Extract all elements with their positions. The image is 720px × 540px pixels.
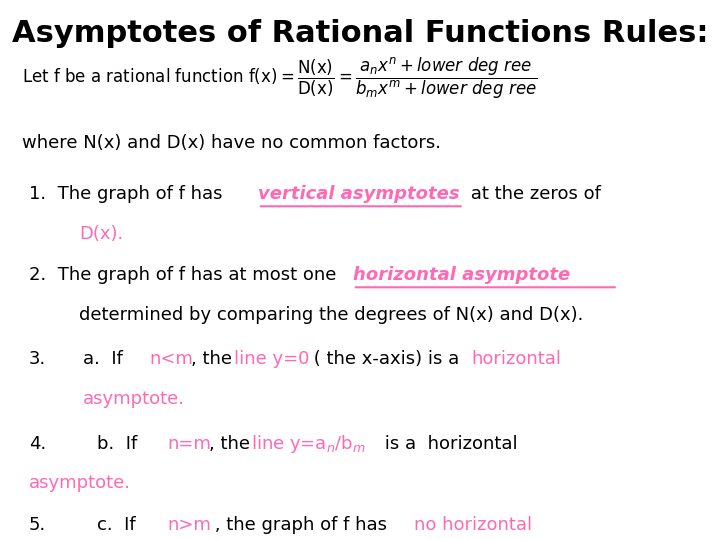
Text: , the: , the: [191, 350, 238, 368]
Text: where N(x) and D(x) have no common factors.: where N(x) and D(x) have no common facto…: [22, 134, 441, 152]
Text: 5.: 5.: [29, 516, 46, 534]
Text: asymptote.: asymptote.: [29, 474, 131, 492]
Text: n=m: n=m: [168, 435, 212, 453]
Text: 1.  The graph of f has: 1. The graph of f has: [29, 185, 228, 204]
Text: horizontal asymptote: horizontal asymptote: [353, 266, 570, 285]
Text: , the graph of f has: , the graph of f has: [209, 516, 392, 534]
Text: asymptote.: asymptote.: [83, 389, 185, 408]
Text: no horizontal: no horizontal: [414, 516, 532, 534]
Text: at the zeros of: at the zeros of: [465, 185, 601, 204]
Text: vertical asymptotes: vertical asymptotes: [258, 185, 459, 204]
Text: is a  horizontal: is a horizontal: [379, 435, 518, 453]
Text: Let f be a rational function $\mathrm{f(x)} = \dfrac{\mathrm{N(x)}}{\mathrm{D(x): Let f be a rational function $\mathrm{f(…: [22, 56, 537, 101]
Text: determined by comparing the degrees of N(x) and D(x).: determined by comparing the degrees of N…: [79, 306, 584, 324]
Text: , the: , the: [209, 435, 256, 453]
Text: 2.  The graph of f has at most one: 2. The graph of f has at most one: [29, 266, 342, 285]
Text: 4.: 4.: [29, 435, 46, 453]
Text: line y=a$_n$/b$_m$: line y=a$_n$/b$_m$: [251, 433, 366, 455]
Text: a.  If: a. If: [83, 350, 128, 368]
Text: n<m: n<m: [150, 350, 194, 368]
Text: ( the x-axis) is a: ( the x-axis) is a: [308, 350, 465, 368]
Text: c.  If: c. If: [97, 516, 142, 534]
Text: n>m: n>m: [168, 516, 212, 534]
Text: D(x).: D(x).: [79, 225, 123, 243]
Text: 3.: 3.: [29, 350, 46, 368]
Text: line y=0: line y=0: [234, 350, 310, 368]
Text: b.  If: b. If: [97, 435, 143, 453]
Text: Asymptotes of Rational Functions Rules:: Asymptotes of Rational Functions Rules:: [12, 19, 708, 48]
Text: horizontal: horizontal: [472, 350, 562, 368]
